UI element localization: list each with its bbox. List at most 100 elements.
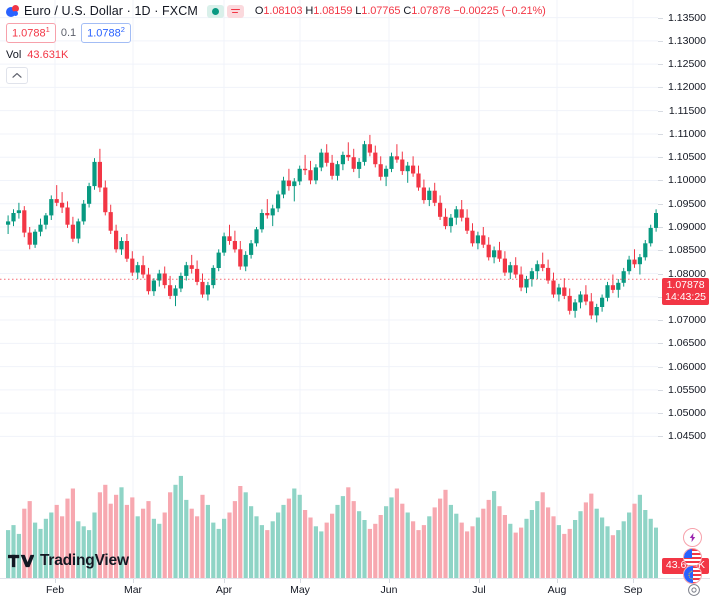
price-axis-tick xyxy=(658,17,663,19)
chart-gridlines xyxy=(0,0,658,578)
eu-flag-icon xyxy=(684,566,693,583)
ohlc-change: −0.00225 xyxy=(453,5,499,17)
price-axis-tick xyxy=(658,180,663,182)
price-axis-label: 1.04500 xyxy=(668,430,706,443)
price-axis-tick xyxy=(658,40,663,42)
price-axis-label: 1.07000 xyxy=(668,314,706,327)
current-price-value: 1.07878 xyxy=(666,279,705,292)
current-price-badge[interactable]: 1.07878 14:43:25 xyxy=(662,278,709,306)
time-axis-tick xyxy=(300,579,301,583)
time-axis-tick xyxy=(633,579,634,583)
ohlc-high-label: H xyxy=(305,5,314,17)
volume-series xyxy=(6,475,710,578)
price-axis-label: 1.08000 xyxy=(668,267,706,280)
chevron-up-icon[interactable] xyxy=(6,67,28,84)
price-axis-tick xyxy=(658,110,663,112)
chart-plot-area[interactable] xyxy=(0,0,710,578)
price-axis-tick xyxy=(658,227,663,228)
ohlc-change-pct: (−0.21%) xyxy=(501,5,546,17)
time-axis-tick xyxy=(55,579,56,583)
price-axis-label: 1.05000 xyxy=(668,407,706,420)
price-axis-label: 1.13000 xyxy=(668,34,706,47)
chart-legend: Euro / U.S. Dollar · 1D · FXCM O1.08103 … xyxy=(6,3,546,84)
price-axis-tick xyxy=(658,389,663,391)
indicator-pill-low[interactable]: 1.07881 xyxy=(6,22,56,44)
price-axis-tick xyxy=(658,157,663,159)
tradingview-branding: TradingView xyxy=(8,552,129,570)
time-axis-tick xyxy=(133,579,134,583)
indicator-pill-low-value: 1.0788 xyxy=(12,27,46,40)
candlestick-svg xyxy=(0,0,710,578)
time-axis-tick xyxy=(557,579,558,583)
tradingview-logo-icon xyxy=(8,554,34,568)
time-axis-tick xyxy=(389,579,390,583)
price-axis-tick xyxy=(658,296,663,298)
price-axis-tick xyxy=(658,250,663,252)
us-flag-icon xyxy=(692,566,701,583)
time-axis-label: Feb xyxy=(45,584,65,596)
ohlc-low-label: L xyxy=(355,5,362,17)
price-axis-tick xyxy=(658,366,663,368)
price-axis-label: 1.11500 xyxy=(668,104,706,117)
ohlc-open-value: 1.08103 xyxy=(263,5,303,17)
ohlc-close-value: 1.07878 xyxy=(411,5,451,17)
time-axis-tick xyxy=(224,579,225,583)
time-axis-label: May xyxy=(290,584,310,596)
ohlc-open-label: O xyxy=(254,5,264,17)
time-axis-tick xyxy=(479,579,480,583)
volume-value: 43.631K xyxy=(27,49,69,61)
economic-event-eurusd[interactable] xyxy=(683,565,702,584)
indicator-step: 0.1 xyxy=(60,27,77,39)
us-flag-icon xyxy=(684,549,701,566)
price-axis-tick xyxy=(658,320,663,322)
price-axis-tick xyxy=(658,413,663,415)
ohlc-high-value: 1.08159 xyxy=(313,5,353,17)
volume-legend-row: Vol 43.631K xyxy=(6,48,546,62)
candlestick-series xyxy=(6,134,710,323)
ohlc-close-label: C xyxy=(403,5,412,17)
ohlc-low-value: 1.07765 xyxy=(361,5,401,17)
price-axis-label: 1.10500 xyxy=(668,151,706,164)
price-axis-label: 1.13500 xyxy=(668,11,706,24)
price-axis[interactable]: 1.13500 1.13000 1.12500 1.12000 1.11500 1.110… xyxy=(658,0,710,578)
price-axis-label: 1.09000 xyxy=(668,221,706,233)
settings-toggle-icon[interactable] xyxy=(226,4,244,18)
indicator-pill-high-sup: 2 xyxy=(120,24,125,34)
volume-label[interactable]: Vol xyxy=(6,49,22,61)
price-axis-tick xyxy=(658,436,663,438)
price-axis-label: 1.08500 xyxy=(668,244,706,257)
price-axis-tick xyxy=(658,64,663,66)
legend-title-row: Euro / U.S. Dollar · 1D · FXCM O1.08103 … xyxy=(6,3,546,19)
price-axis-label: 1.12500 xyxy=(668,58,706,71)
brand-name: TradingView xyxy=(40,552,129,569)
price-axis-label: 1.06000 xyxy=(668,360,706,373)
eurusd-pair-icon xyxy=(6,4,19,18)
price-axis-tick xyxy=(658,87,663,89)
time-axis-label: Aug xyxy=(547,584,567,596)
price-axis-tick xyxy=(658,273,663,275)
legend-toggle-group xyxy=(206,4,244,18)
indicator-pill-high-value: 1.0788 xyxy=(87,27,121,40)
price-axis-tick xyxy=(658,343,663,345)
time-axis[interactable]: Feb Mar Apr May Jun Jul Aug Sep xyxy=(0,578,710,600)
lightning-icon xyxy=(689,532,696,543)
indicator-row: 1.07881 0.1 1.07882 xyxy=(6,22,546,44)
time-axis-label: Jun xyxy=(380,584,398,596)
ohlc-readout: O1.08103 H1.08159 L1.07765 C1.07878 −0.0… xyxy=(255,5,546,17)
page-title[interactable]: Euro / U.S. Dollar · 1D · FXCM xyxy=(24,4,198,18)
economic-event-us[interactable] xyxy=(683,548,702,567)
current-time-value: 14:43:25 xyxy=(665,291,706,304)
time-axis-label: Sep xyxy=(623,584,643,596)
price-axis-label: 1.06500 xyxy=(668,337,706,350)
indicator-pill-low-sup: 1 xyxy=(45,24,50,34)
economic-event-flash[interactable] xyxy=(683,528,702,547)
price-axis-label: 1.05500 xyxy=(668,383,706,396)
crosshair-settings-icon[interactable] xyxy=(687,583,701,597)
price-axis-label: 1.10000 xyxy=(668,174,706,187)
time-axis-label: Jul xyxy=(472,584,486,596)
eye-toggle-icon[interactable] xyxy=(206,4,224,18)
price-axis-label: 1.12000 xyxy=(668,81,706,94)
indicator-pill-high[interactable]: 1.07882 xyxy=(81,22,131,44)
price-axis-label: 1.09500 xyxy=(668,197,706,210)
